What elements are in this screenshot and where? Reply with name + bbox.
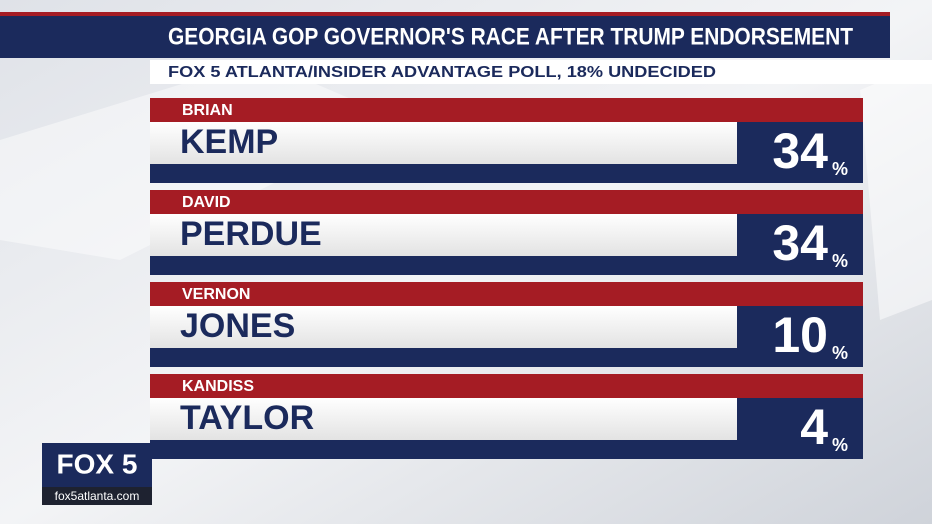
first-name: VERNON bbox=[182, 286, 250, 303]
percent-box bbox=[737, 214, 863, 275]
last-name-band bbox=[150, 122, 737, 164]
last-name: PERDUE bbox=[180, 215, 322, 253]
logo-url-box bbox=[42, 487, 152, 505]
percent-sign: % bbox=[832, 251, 848, 271]
last-name-band bbox=[150, 398, 737, 440]
bottom-band bbox=[150, 348, 863, 367]
percent: 34 bbox=[772, 123, 828, 179]
bottom-band bbox=[150, 440, 863, 459]
logo-url: fox5atlanta.com bbox=[55, 489, 140, 503]
first-name-band bbox=[150, 190, 863, 214]
rows: BRIAN KEMP 34 % DAVID PERDUE 34 % VERNON JONES 10%… bbox=[150, 98, 863, 459]
first-name: DAVID bbox=[182, 194, 231, 211]
candidate-row: BRIAN KEMP 34% bbox=[150, 98, 863, 183]
percent-box bbox=[737, 122, 863, 183]
percent-box bbox=[737, 398, 863, 459]
percent-sign: % bbox=[832, 159, 848, 179]
first-name: KANDISS bbox=[182, 378, 254, 395]
first-name: BRIAN bbox=[182, 102, 233, 119]
last-name: JONES bbox=[180, 307, 295, 345]
subtitle: FOX 5 ATLANTA/INSIDER ADVANTAGE POLL, 18… bbox=[168, 64, 716, 81]
percent: 34 bbox=[772, 215, 828, 271]
bottom-band bbox=[150, 164, 863, 183]
bg-shape bbox=[860, 60, 932, 320]
subtitle-bar bbox=[150, 60, 932, 84]
percent-sign: % bbox=[832, 435, 848, 455]
candidate-row: DAVID PERDUE 34% bbox=[150, 190, 863, 275]
logo-box bbox=[42, 443, 152, 487]
candidate-row: VERNON JONES 10% bbox=[150, 282, 863, 367]
percent-sign: % bbox=[832, 343, 848, 363]
last-name-band bbox=[150, 306, 737, 348]
percent-box bbox=[737, 306, 863, 367]
title-bar bbox=[0, 16, 890, 58]
last-name-band bbox=[150, 214, 737, 256]
first-name-band bbox=[150, 98, 863, 122]
percent: 10 bbox=[772, 307, 828, 363]
bottom-band bbox=[150, 256, 863, 275]
top-stripe bbox=[0, 12, 890, 16]
last-name: KEMP bbox=[180, 123, 278, 161]
candidate-row: KANDISS TAYLOR 4% bbox=[150, 374, 863, 459]
percent: 4 bbox=[800, 399, 828, 455]
logo-brand: FOX 5 bbox=[57, 448, 138, 479]
title: GEORGIA GOP GOVERNOR'S RACE AFTER TRUMP … bbox=[168, 23, 853, 50]
last-name: TAYLOR bbox=[180, 399, 314, 437]
first-name-band bbox=[150, 282, 863, 306]
first-name-band bbox=[150, 374, 863, 398]
